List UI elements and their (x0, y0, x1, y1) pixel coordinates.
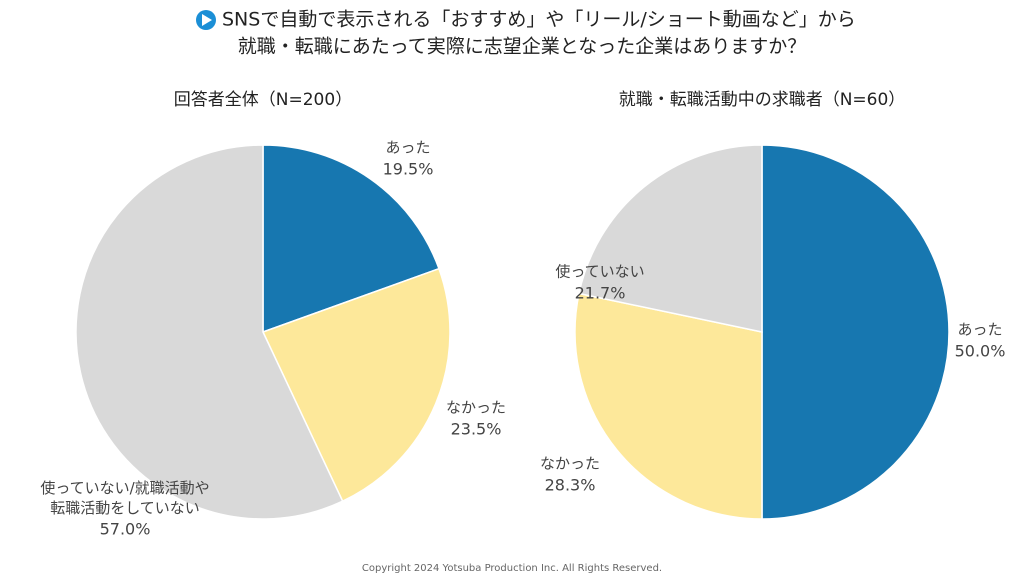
value-label: 21.7% (575, 284, 626, 303)
pie-slice (75, 144, 344, 520)
title-line-1: SNSで自動で表示される「おすすめ」や「リール/ショート動画など」から (222, 9, 856, 31)
slice-label: あった (957, 321, 1002, 339)
slice-label-line: 転職活動をしていない (50, 499, 200, 517)
pie-slice (578, 144, 763, 333)
slice-label: なかった (446, 399, 506, 417)
play-icon-triangle (202, 14, 212, 26)
value-label: 19.5% (383, 160, 434, 179)
pie-slice (261, 267, 451, 503)
slice-label: あった (385, 139, 430, 157)
slice-label: 使っていない/就職活動や転職活動をしていない (40, 479, 209, 517)
slice-label-line: 使っていない/就職活動や (40, 479, 209, 497)
value-label: 50.0% (955, 342, 1006, 361)
pie-slice (262, 144, 440, 334)
pie-title: 回答者全体（N=200） (174, 90, 352, 110)
pie-title: 就職・転職活動中の求職者（N=60） (619, 90, 906, 110)
title-line-2: 就職・転職にあたって実際に志望企業となった企業はありますか？ (238, 36, 806, 58)
value-label: 23.5% (451, 420, 502, 439)
value-label: 28.3% (545, 476, 596, 495)
copyright: Copyright 2024 Yotsuba Production Inc. A… (362, 563, 662, 574)
slice-label: 使っていない (555, 263, 644, 281)
pie-slice (574, 292, 763, 520)
value-label: 57.0% (100, 520, 151, 539)
slice-label: なかった (540, 455, 600, 473)
pie-slice (761, 144, 950, 520)
